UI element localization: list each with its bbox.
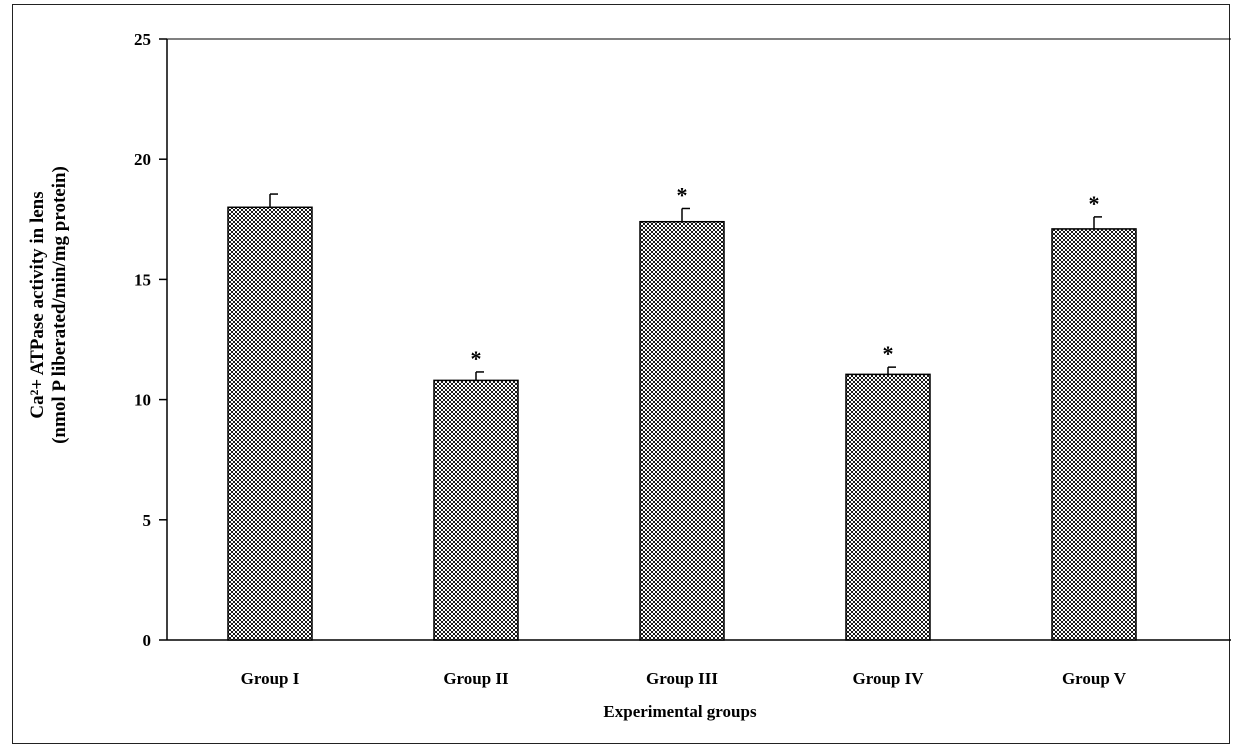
x-tick-label: Group III: [646, 669, 718, 688]
y-ticks: 0 5 10 15 20 25: [134, 30, 167, 650]
y-tick-label: 5: [143, 511, 152, 530]
x-tick-label: Group I: [241, 669, 300, 688]
y-tick-label: 10: [134, 391, 151, 410]
significance-marker: *: [471, 346, 482, 371]
bar: [227, 206, 313, 641]
significance-marker: *: [883, 341, 894, 366]
x-tick-label: Group II: [443, 669, 509, 688]
bar: [433, 379, 519, 641]
bar: [845, 373, 931, 641]
significance-marker: *: [677, 182, 688, 207]
x-tick-labels: Group I Group II Group III Group IV Group V: [241, 669, 1127, 688]
bar: [1051, 228, 1137, 641]
y-axis-title-line2: (nmol P liberated/min/mg protein): [49, 166, 70, 444]
bar: [639, 220, 725, 641]
x-tick-label: Group V: [1062, 669, 1127, 688]
figure-frame: Ca²+ ATPase activity in lens (nmol P lib…: [12, 4, 1233, 744]
bar-chart: Ca²+ ATPase activity in lens (nmol P lib…: [27, 30, 1233, 721]
x-tick-label: Group IV: [852, 669, 924, 688]
y-tick-label: 15: [134, 270, 151, 289]
x-axis-title: Experimental groups: [603, 702, 757, 721]
bars: * * * *: [227, 182, 1137, 641]
significance-marker: *: [1089, 191, 1100, 216]
y-axis-title-line1: Ca²+ ATPase activity in lens: [27, 191, 48, 418]
y-tick-label: 0: [143, 631, 152, 650]
y-tick-label: 25: [134, 30, 151, 49]
y-axis-title: Ca²+ ATPase activity in lens (nmol P lib…: [27, 166, 70, 444]
y-tick-label: 20: [134, 150, 151, 169]
